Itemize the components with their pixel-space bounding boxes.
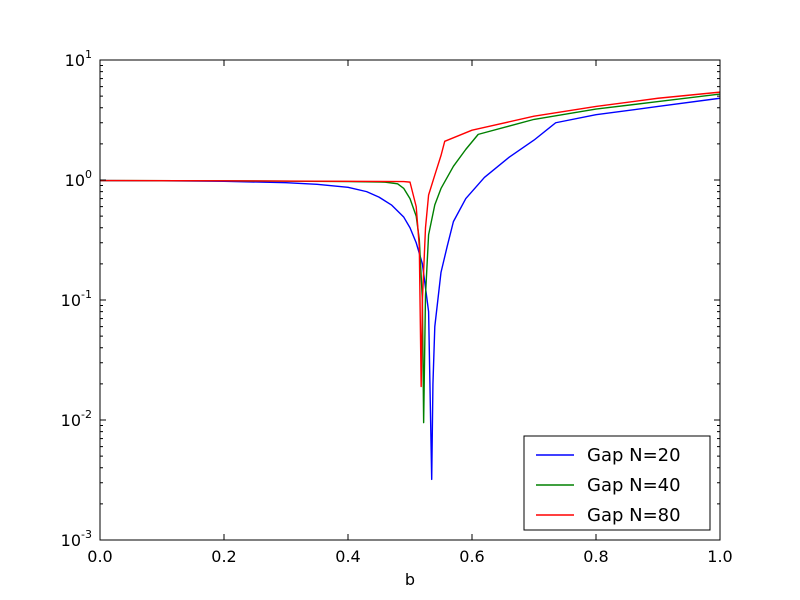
x-tick-label: 1.0 (707, 547, 732, 566)
series-line-2 (100, 93, 720, 424)
y-tick-label: 10-1 (61, 288, 92, 310)
legend-label-2: Gap N=40 (587, 475, 681, 496)
x-axis-title: b (405, 570, 415, 589)
legend-label-1: Gap N=20 (587, 445, 681, 466)
series-line-3 (100, 91, 720, 388)
ticks-layer: 0.0 0.2 0.4 0.6 0.8 1.0 10-3 10-2 10-1 100 101 (61, 48, 733, 566)
y-tick-label: 101 (65, 48, 92, 70)
y-tick-label: 10-2 (61, 408, 92, 430)
series-layer (100, 91, 720, 481)
x-tick-label: 0.6 (459, 547, 484, 566)
series-line-1 (100, 97, 720, 481)
x-tick-label: 0.8 (583, 547, 608, 566)
legend-label-3: Gap N=80 (587, 505, 681, 526)
y-tick-label: 100 (65, 168, 92, 190)
x-tick-label: 0.2 (211, 547, 236, 566)
x-tick-label: 0.0 (87, 547, 112, 566)
y-tick-label: 10-3 (61, 528, 92, 550)
x-tick-label: 0.4 (335, 547, 360, 566)
legend: Gap N=20 Gap N=40 Gap N=80 (523, 435, 711, 531)
